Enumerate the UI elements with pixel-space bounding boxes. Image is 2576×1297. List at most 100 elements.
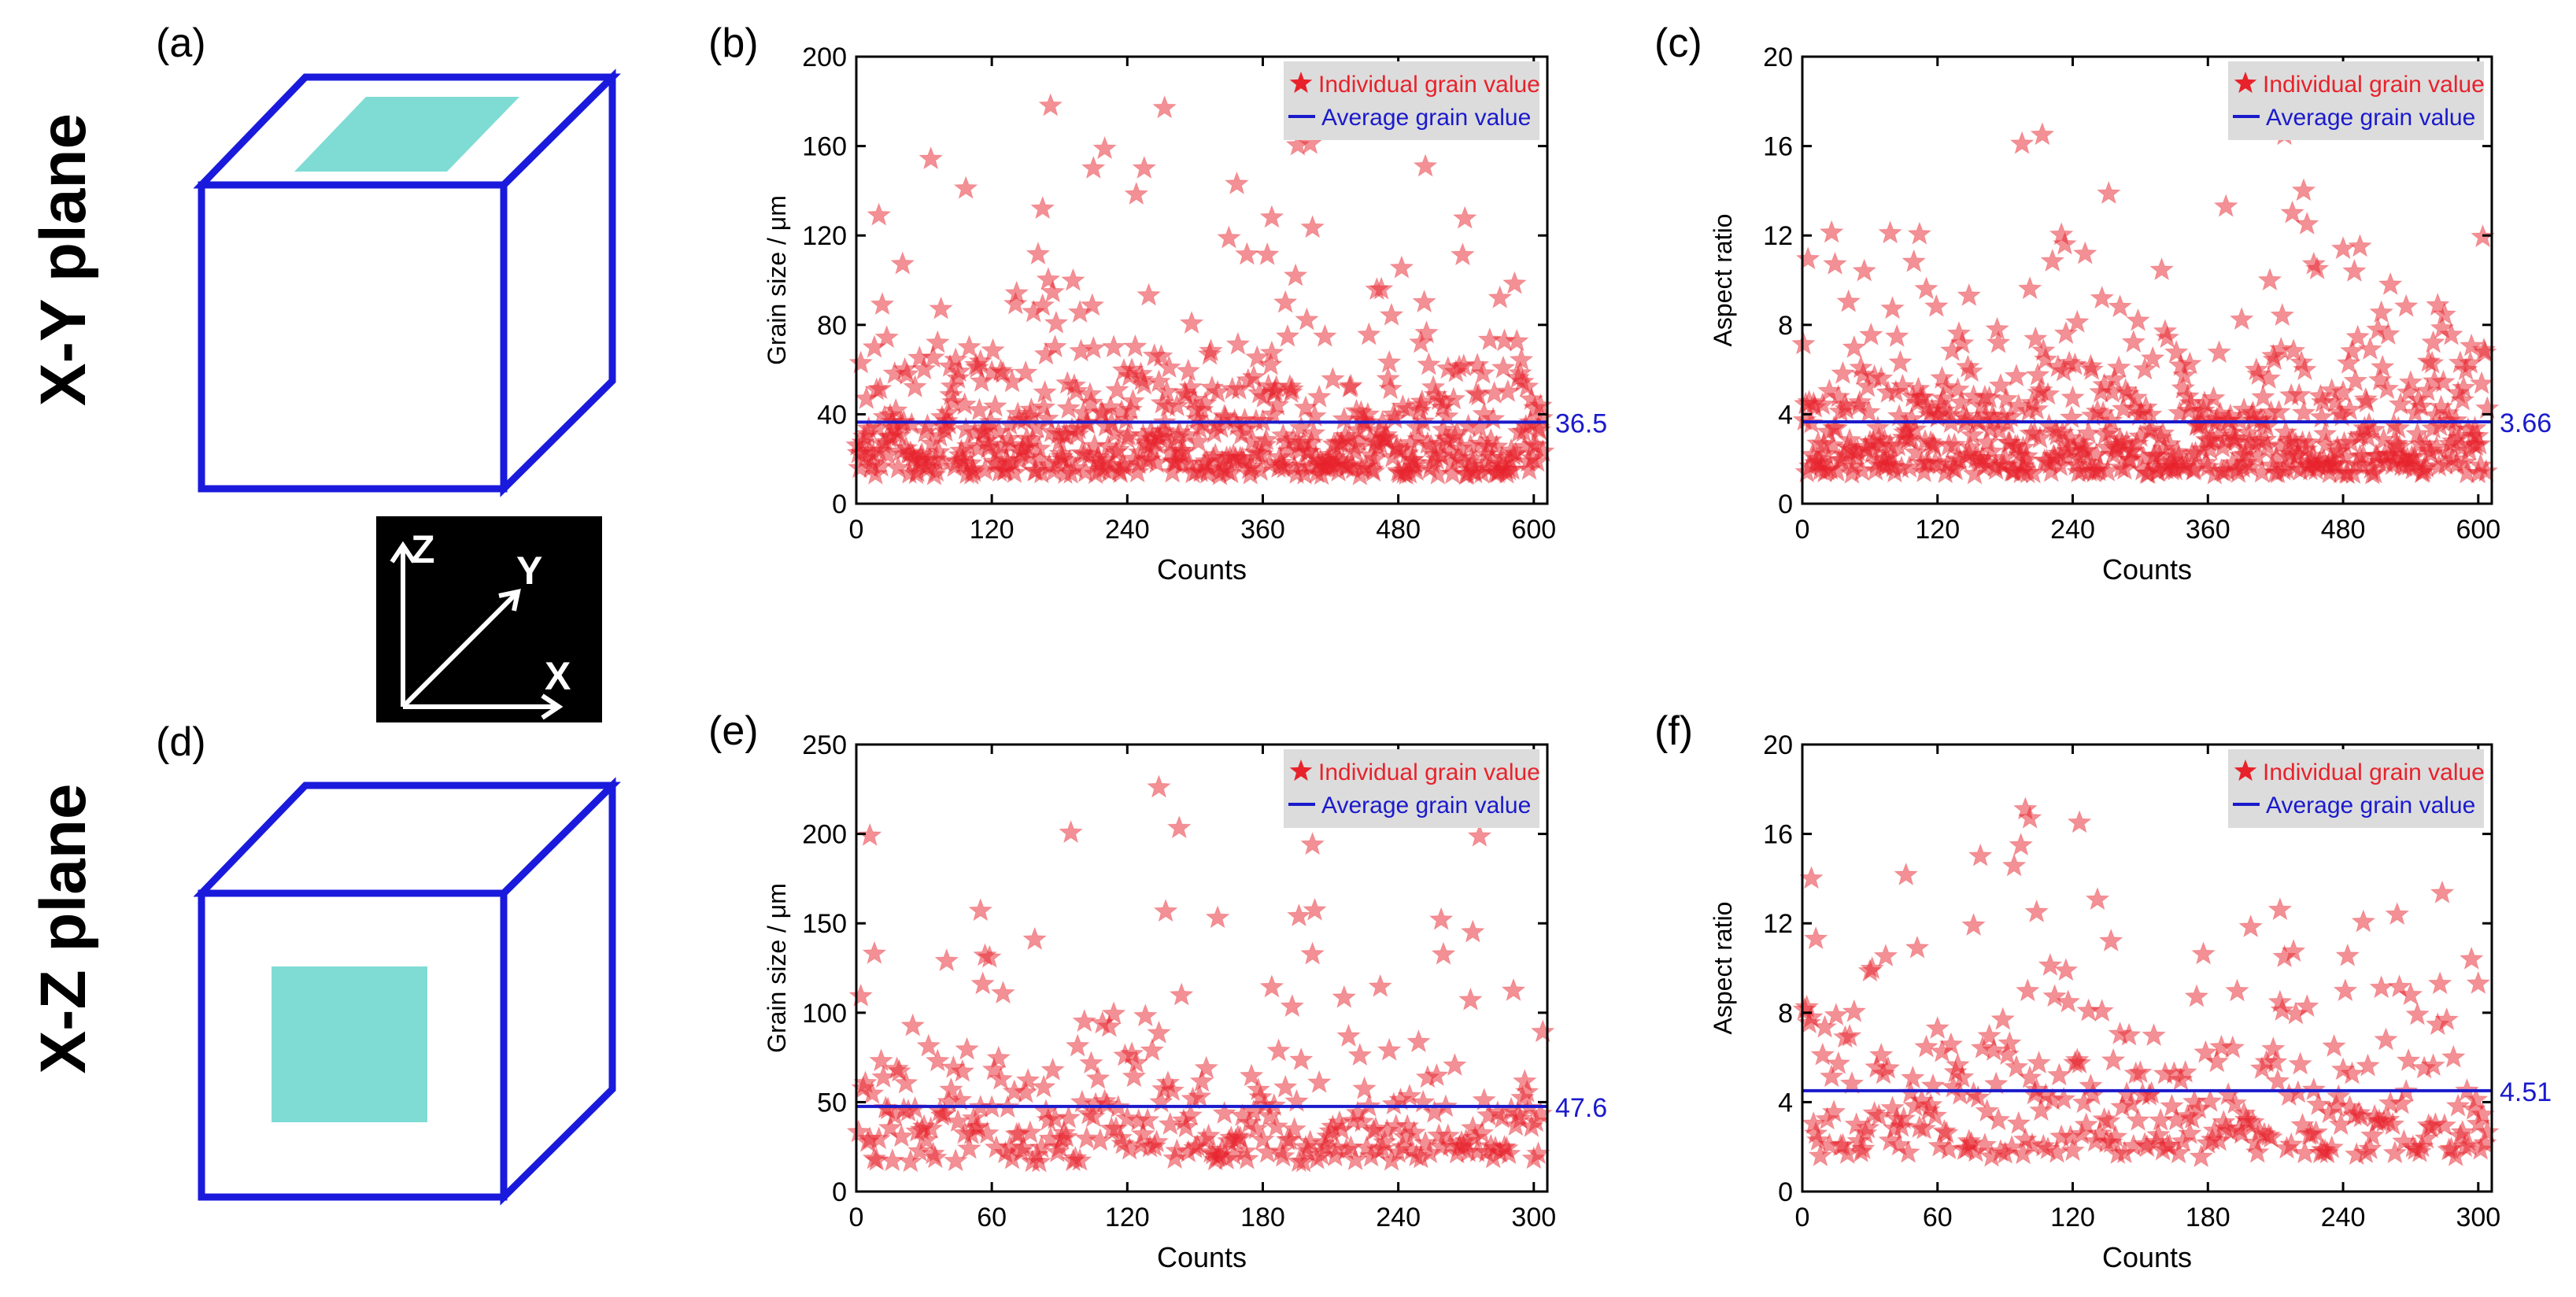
data-point	[2190, 397, 2216, 422]
data-point	[1002, 460, 1027, 484]
data-point	[1067, 1147, 1092, 1171]
panel-label-d: (d)	[156, 719, 206, 765]
data-point	[868, 453, 894, 478]
data-point	[1032, 379, 1058, 404]
charts: (b)36.50 120 240 360 480 60004080120160200Cou…	[708, 20, 2552, 1273]
data-point	[934, 948, 959, 972]
data-point	[870, 291, 895, 316]
data-point	[1072, 1008, 1097, 1033]
data-point	[1377, 349, 1402, 374]
data-point	[1234, 242, 1260, 265]
data-point	[1821, 1099, 1846, 1123]
data-point	[1098, 394, 1123, 418]
row-label-xy: X-Y plane	[28, 113, 99, 406]
data-point	[1120, 388, 1146, 412]
data-point	[867, 1125, 892, 1150]
data-point	[1294, 307, 1320, 331]
data-point	[2060, 385, 2086, 408]
average-value-f: 4.51	[2500, 1077, 2552, 1107]
y-tick-label: 12	[1763, 909, 1793, 939]
data-point	[911, 356, 937, 380]
data-point	[2150, 420, 2175, 445]
data-point	[1030, 195, 1055, 220]
x-axis-label-b: Counts	[1157, 553, 1247, 586]
data-point	[907, 1138, 932, 1162]
data-point	[1140, 1037, 1165, 1062]
data-point	[2125, 1107, 2151, 1132]
x-tick-label: 0	[849, 515, 864, 545]
data-point	[1343, 1147, 1368, 1171]
data-point	[2245, 1140, 2270, 1163]
data-point	[2238, 914, 2264, 938]
data-point	[880, 1147, 905, 1172]
data-point	[1148, 343, 1173, 368]
y-axis-label-f: Aspect ratio	[1709, 902, 1737, 1035]
data-point	[848, 350, 874, 374]
data-point	[2015, 977, 2040, 1002]
data-point	[2250, 384, 2276, 408]
data-point	[1088, 1128, 1113, 1151]
data-point	[1187, 1084, 1212, 1107]
data-point	[918, 146, 944, 170]
data-point	[1852, 258, 1877, 282]
panel-label-a: (a)	[156, 20, 206, 66]
data-point	[1146, 774, 1172, 798]
data-point	[1374, 425, 1399, 449]
cube-xy	[193, 68, 621, 497]
data-point	[1259, 974, 1284, 998]
data-point	[1894, 862, 1919, 886]
y-tick-label: 8	[1778, 999, 1793, 1029]
data-point	[2017, 805, 2042, 830]
data-point	[894, 361, 920, 386]
y-tick-label: 50	[817, 1088, 847, 1118]
x-tick-label: 360	[2186, 515, 2230, 545]
data-point	[989, 1066, 1014, 1090]
data-point	[1842, 999, 1867, 1023]
data-point	[1135, 1107, 1160, 1131]
data-point	[1081, 335, 1106, 360]
data-point	[2398, 369, 2423, 394]
chart-b: (b) 36.5 0 120 240 360 480 600 0 40 80 120 160 200 Cou…	[708, 20, 1607, 586]
legend-background	[1284, 749, 1539, 828]
data-point	[868, 1048, 894, 1072]
data-point	[1496, 1140, 1521, 1165]
y-tick-label: 20	[1763, 42, 1793, 72]
data-point	[1884, 323, 1909, 348]
data-point	[1080, 292, 1105, 316]
data-point	[1169, 982, 1194, 1006]
data-point	[1368, 974, 1393, 998]
data-point	[1822, 251, 1848, 275]
x-tick-label: 600	[2456, 515, 2500, 545]
cube-xz	[193, 777, 621, 1206]
data-point	[2193, 1040, 2219, 1063]
data-point	[1179, 310, 1204, 334]
data-point	[2240, 1109, 2266, 1133]
data-point	[1064, 378, 1089, 402]
data-point	[1078, 390, 1104, 414]
data-point	[2028, 1097, 2054, 1121]
data-point	[1270, 1144, 1295, 1167]
data-point	[2208, 1034, 2234, 1058]
data-point	[893, 1070, 918, 1094]
data-point	[1514, 374, 1539, 397]
data-point	[1910, 384, 1935, 408]
data-point	[2347, 233, 2373, 257]
data-point	[2263, 1049, 2288, 1073]
data-point	[1509, 347, 1534, 371]
data-point	[1194, 1055, 1219, 1079]
data-point	[1299, 831, 1325, 855]
data-point	[1216, 225, 1242, 249]
data-point	[1470, 360, 1495, 384]
data-point	[1301, 420, 1326, 445]
data-point	[2023, 326, 2048, 350]
data-point	[2323, 389, 2348, 413]
data-point	[2108, 294, 2133, 318]
data-point	[1081, 155, 1106, 179]
plot-frame-c	[1801, 55, 2493, 505]
data-point	[2398, 981, 2423, 1006]
x-tick-label: 120	[1105, 1203, 1150, 1232]
data-point	[2090, 285, 2115, 309]
data-point	[2459, 333, 2484, 357]
y-tick-label: 120	[802, 221, 847, 251]
data-point	[1900, 1065, 1925, 1089]
